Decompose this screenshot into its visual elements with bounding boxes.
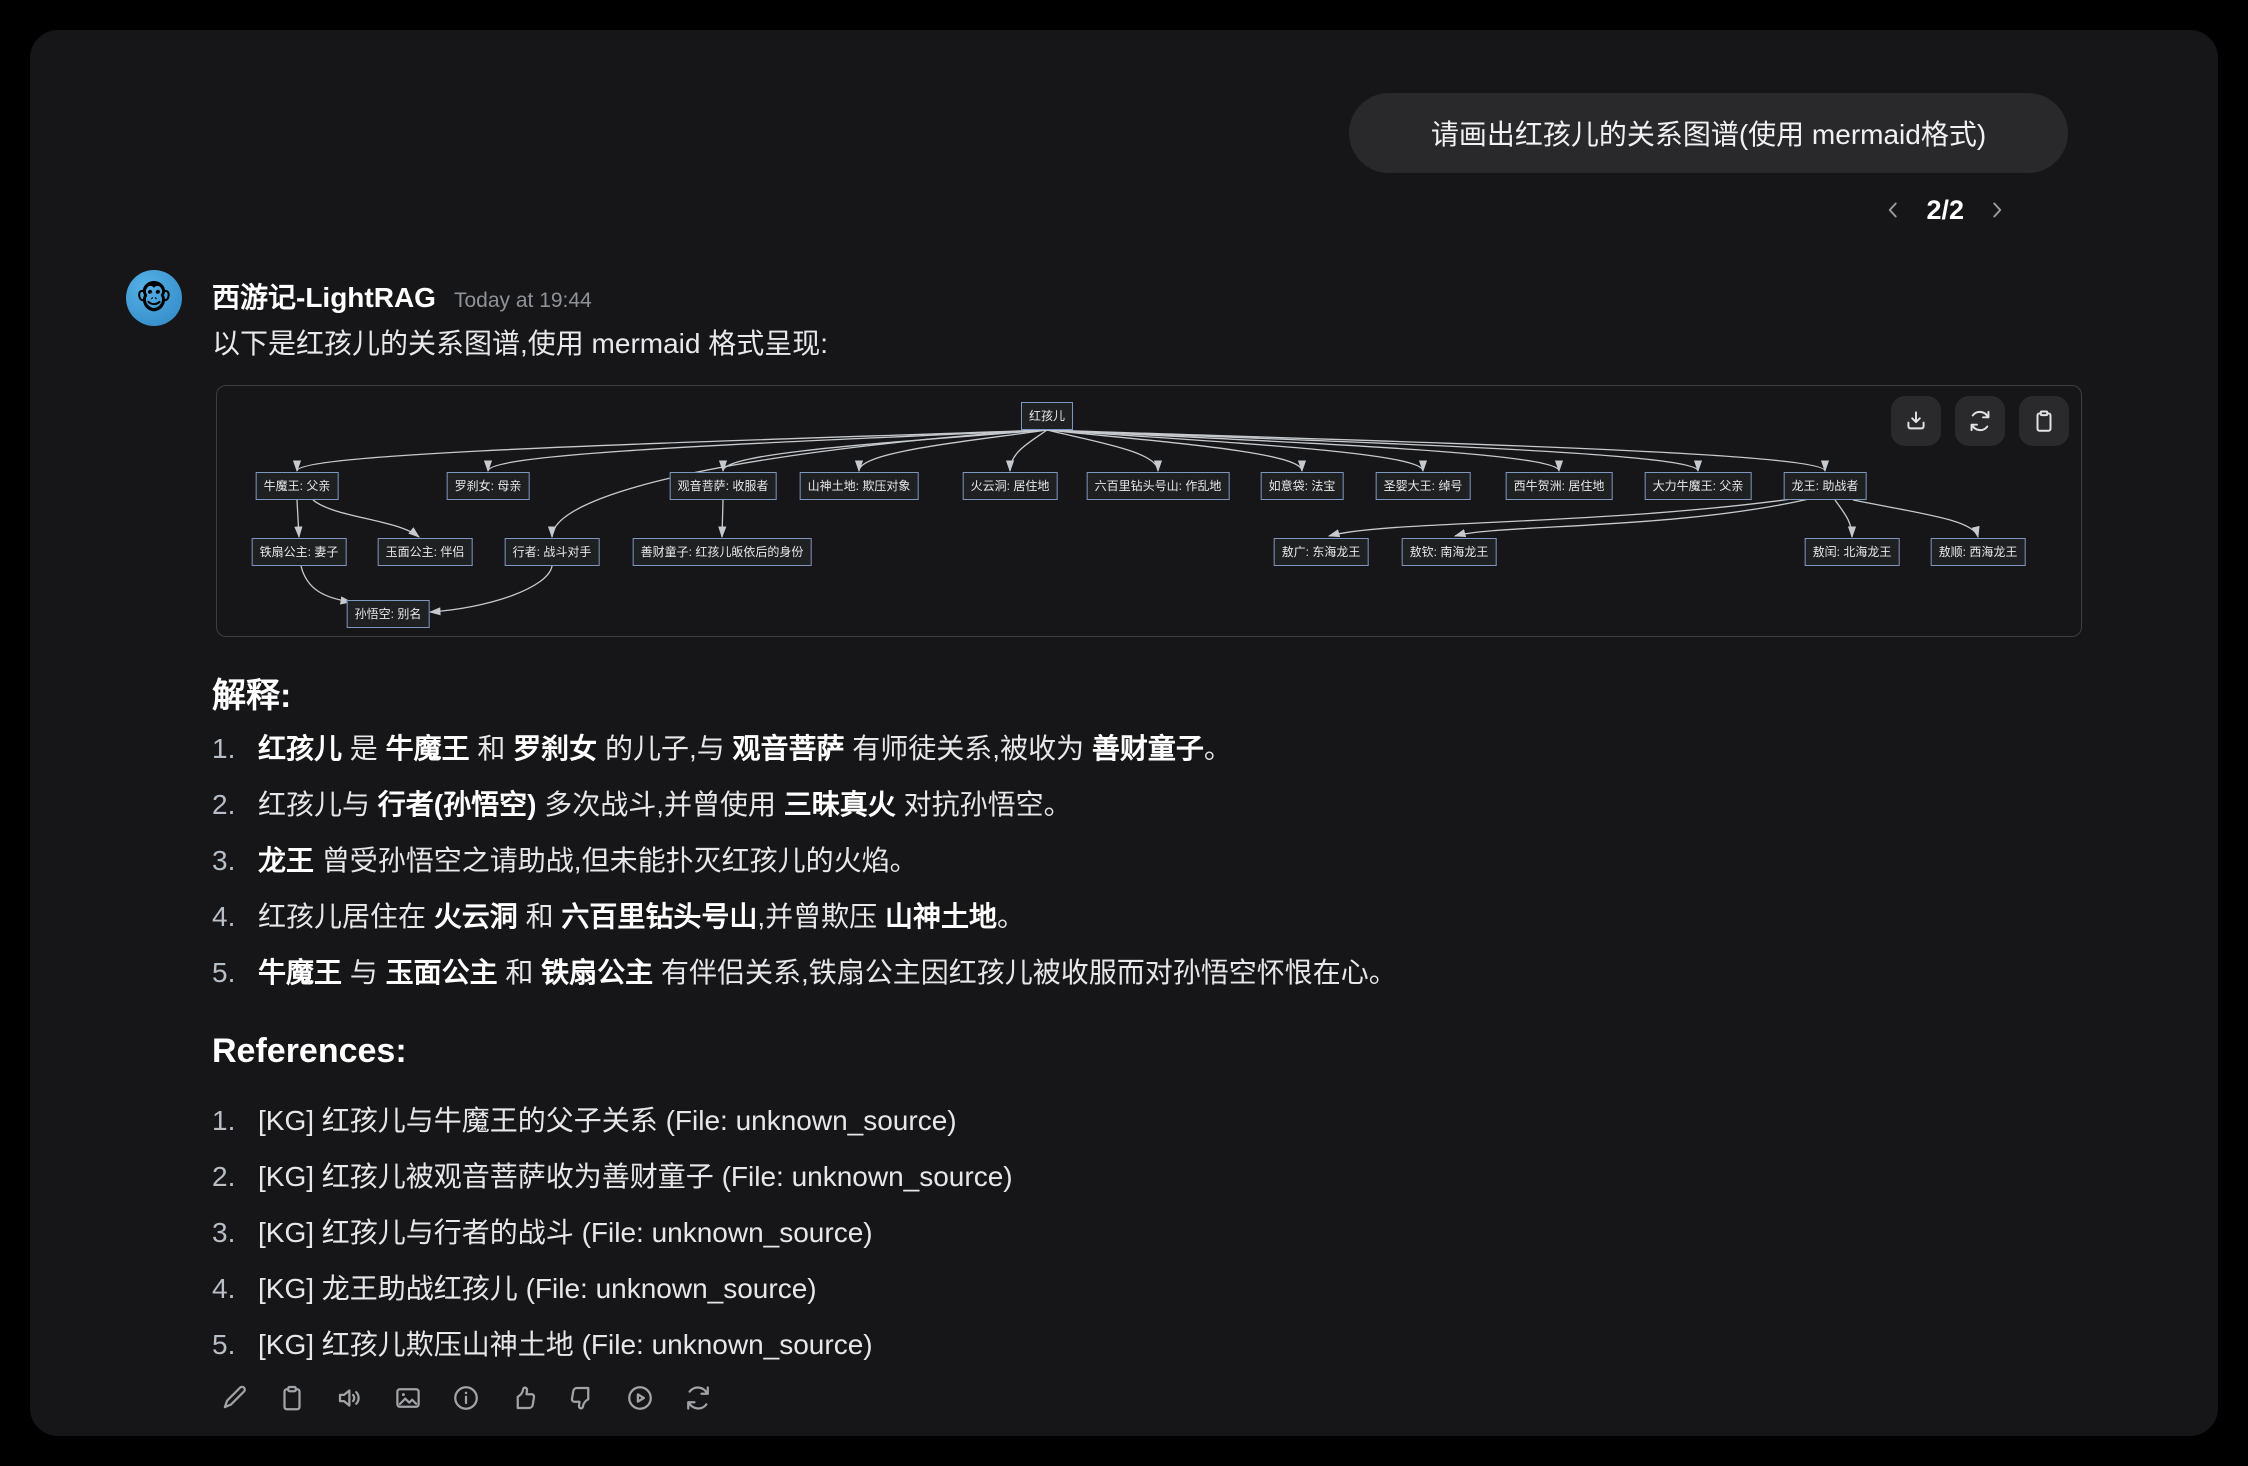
- regenerate-icon: [687, 1386, 709, 1410]
- diagram-node: 敖钦: 南海龙王: [1401, 538, 1497, 566]
- diagram-node: 龙王: 助战者: [1783, 472, 1867, 500]
- list-item-text: [KG] 红孩儿被观音菩萨收为善财童子 (File: unknown_sourc…: [258, 1161, 1013, 1192]
- user-message-bubble: 请画出红孩儿的关系图谱(使用 mermaid格式): [1349, 93, 2068, 173]
- play-icon: [628, 1386, 652, 1410]
- diagram-node: 敖顺: 西海龙王: [1930, 538, 2026, 566]
- list-number: 3.: [212, 845, 236, 876]
- clipboard-button[interactable]: [2019, 396, 2069, 446]
- mermaid-diagram: 红孩儿牛魔王: 父亲 罗刹女: 母亲 观音菩萨: 收服者 山神土地: 欺压对象 火云洞:…: [216, 385, 2082, 637]
- message-timestamp: Today at 19:44: [453, 289, 592, 312]
- diagram-node: 行者: 战斗对手: [504, 538, 600, 566]
- diagram-node: 牛魔王: 父亲: [255, 472, 339, 500]
- list-item-text: 红孩儿与 行者(孙悟空) 多次战斗,并曾使用 三昧真火 对抗孙悟空。: [258, 789, 1072, 820]
- assistant-header: 西游记-LightRAG Today at 19:44: [212, 276, 592, 316]
- diagram-node: 观音菩萨: 收服者: [669, 472, 777, 500]
- avatar-emoji: 🐵: [135, 280, 173, 316]
- image-icon: [396, 1388, 420, 1408]
- list-item: 3. [KG] 红孩儿与行者的战斗 (File: unknown_source): [212, 1214, 1013, 1252]
- diagram-node: 玉面公主: 伴侣: [377, 538, 473, 566]
- refresh-button[interactable]: [1955, 396, 2005, 446]
- speaker-icon: [338, 1389, 360, 1407]
- references-list: 1. [KG] 红孩儿与牛魔王的父子关系 (File: unknown_sourc…: [212, 1102, 1013, 1382]
- diagram-edges: [293, 429, 1980, 616]
- list-item-text: 红孩儿居住在 火云洞 和 六百里钻头号山,并曾欺压 山神土地。: [258, 901, 1025, 932]
- list-item: 2. 红孩儿与 行者(孙悟空) 多次战斗,并曾使用 三昧真火 对抗孙悟空。: [212, 786, 1397, 824]
- pager-label: 2/2: [1926, 194, 1964, 225]
- edit-icon: [223, 1385, 246, 1409]
- list-item-text: [KG] 红孩儿欺压山神土地 (File: unknown_source): [258, 1329, 873, 1360]
- message-pager: 2/2: [1876, 193, 2014, 227]
- list-number: 5.: [212, 957, 236, 988]
- regenerate-button[interactable]: [682, 1382, 714, 1414]
- download-icon: [1907, 411, 1925, 430]
- list-number: 4.: [212, 1273, 236, 1304]
- diagram-node: 火云洞: 居住地: [962, 472, 1058, 500]
- list-item: 5. 牛魔王 与 玉面公主 和 铁扇公主 有伴侣关系,铁扇公主因红孩儿被收服而对孙…: [212, 954, 1397, 992]
- play-button[interactable]: [624, 1382, 656, 1414]
- list-item: 5. [KG] 红孩儿欺压山神土地 (File: unknown_source): [212, 1326, 1013, 1364]
- refresh-icon: [1970, 410, 1990, 432]
- list-number: 5.: [212, 1329, 236, 1360]
- list-item-text: 龙王 曾受孙悟空之请助战,但未能扑灭红孩儿的火焰。: [258, 845, 918, 876]
- list-item-text: 红孩儿 是 牛魔王 和 罗刹女 的儿子,与 观音菩萨 有师徒关系,被收为 善财童…: [258, 733, 1232, 764]
- edit-button[interactable]: [218, 1382, 250, 1414]
- list-number: 4.: [212, 901, 236, 932]
- list-item: 2. [KG] 红孩儿被观音菩萨收为善财童子 (File: unknown_sou…: [212, 1158, 1013, 1196]
- diagram-node: 如意袋: 法宝: [1260, 472, 1344, 500]
- list-item: 4. [KG] 龙王助战红孩儿 (File: unknown_source): [212, 1270, 1013, 1308]
- diagram-node: 西牛贺洲: 居住地: [1505, 472, 1613, 500]
- list-item-text: 牛魔王 与 玉面公主 和 铁扇公主 有伴侣关系,铁扇公主因红孩儿被收服而对孙悟空…: [258, 957, 1397, 988]
- chat-panel: 请画出红孩儿的关系图谱(使用 mermaid格式) 2/2 🐵 西游记-Ligh…: [30, 30, 2218, 1436]
- diagram-node: 山神土地: 欺压对象: [799, 472, 919, 500]
- thumbs-down-button[interactable]: [566, 1382, 598, 1414]
- info-icon: [454, 1386, 478, 1410]
- list-item: 1. [KG] 红孩儿与牛魔王的父子关系 (File: unknown_sourc…: [212, 1102, 1013, 1140]
- list-item-text: [KG] 红孩儿与牛魔王的父子关系 (File: unknown_source): [258, 1105, 957, 1136]
- list-number: 2.: [212, 789, 236, 820]
- diagram-node: 善财童子: 红孩儿皈依后的身份: [632, 538, 812, 566]
- user-message-text: 请画出红孩儿的关系图谱(使用 mermaid格式): [1430, 119, 1987, 150]
- diagram-node: 罗刹女: 母亲: [446, 472, 530, 500]
- thumbs-down-icon: [570, 1386, 590, 1410]
- list-number: 1.: [212, 1105, 236, 1136]
- diagram-toolbar: [1891, 396, 2069, 446]
- diagram-node: 大力牛魔王: 父亲: [1644, 472, 1752, 500]
- assistant-intro-text: 以下是红孩儿的关系图谱,使用 mermaid 格式呈现:: [212, 328, 829, 359]
- thumbs-up-button[interactable]: [508, 1382, 540, 1414]
- diagram-node: 敖闰: 北海龙王: [1804, 538, 1900, 566]
- chevron-right-icon: [1993, 202, 2002, 218]
- diagram-node: 孙悟空: 别名: [346, 600, 430, 628]
- copy-button[interactable]: [276, 1382, 308, 1414]
- clipboard-icon: [2036, 410, 2052, 432]
- chevron-left-icon: [1889, 202, 1898, 218]
- list-item: 3. 龙王 曾受孙悟空之请助战,但未能扑灭红孩儿的火焰。: [212, 842, 1397, 880]
- list-item-text: [KG] 龙王助战红孩儿 (File: unknown_source): [258, 1273, 817, 1304]
- speaker-button[interactable]: [334, 1382, 366, 1414]
- diagram-node: 红孩儿: [1020, 402, 1074, 430]
- thumbs-up-icon: [516, 1386, 536, 1410]
- image-button[interactable]: [392, 1382, 424, 1414]
- list-item-text: [KG] 红孩儿与行者的战斗 (File: unknown_source): [258, 1217, 873, 1248]
- diagram-node: 圣婴大王: 绰号: [1375, 472, 1471, 500]
- download-button[interactable]: [1891, 396, 1941, 446]
- avatar: 🐵: [126, 270, 182, 326]
- pager-next-button[interactable]: [1980, 193, 2014, 227]
- diagram-node: 铁扇公主: 妻子: [251, 538, 347, 566]
- list-number: 1.: [212, 733, 236, 764]
- info-button[interactable]: [450, 1382, 482, 1414]
- message-actions: [218, 1382, 714, 1414]
- list-number: 2.: [212, 1161, 236, 1192]
- explanation-list: 1. 红孩儿 是 牛魔王 和 罗刹女 的儿子,与 观音菩萨 有师徒关系,被收为 善…: [212, 730, 1397, 1010]
- explanation-heading: 解释:: [212, 677, 292, 715]
- pager-prev-button[interactable]: [1876, 193, 1910, 227]
- diagram-node: 六百里钻头号山: 作乱地: [1086, 472, 1230, 500]
- references-heading: References:: [212, 1032, 407, 1070]
- list-item: 4. 红孩儿居住在 火云洞 和 六百里钻头号山,并曾欺压 山神土地。: [212, 898, 1397, 936]
- list-number: 3.: [212, 1217, 236, 1248]
- diagram-node: 敖广: 东海龙王: [1273, 538, 1369, 566]
- copy-icon: [283, 1385, 301, 1411]
- list-item: 1. 红孩儿 是 牛魔王 和 罗刹女 的儿子,与 观音菩萨 有师徒关系,被收为 善…: [212, 730, 1397, 768]
- assistant-name: 西游记-LightRAG: [212, 282, 436, 313]
